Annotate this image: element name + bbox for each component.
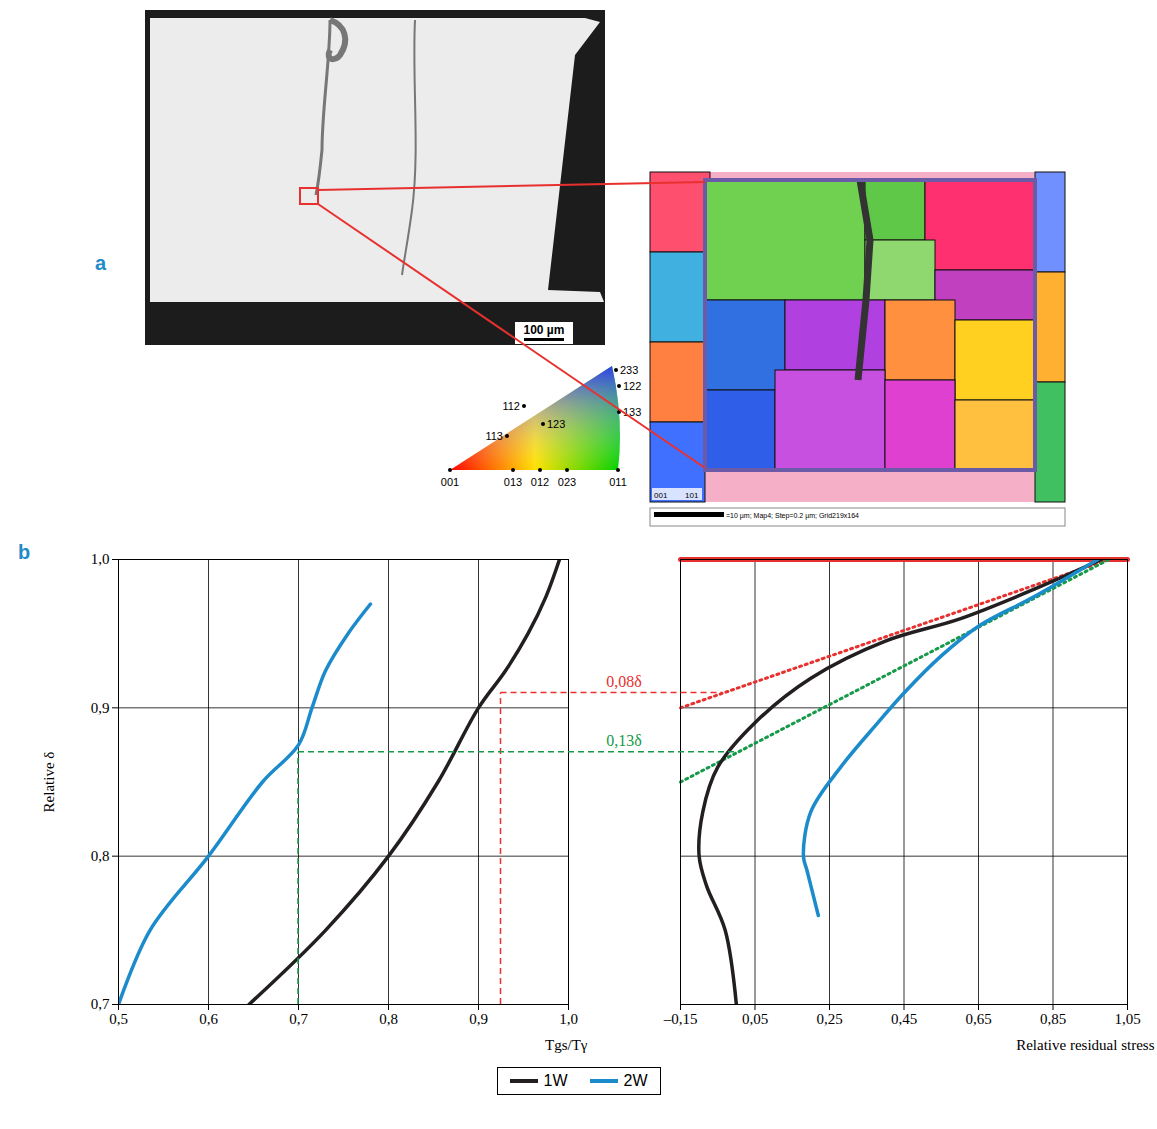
svg-text:0,8: 0,8	[379, 1011, 398, 1027]
html-text:2W: 2W	[623, 1072, 648, 1089]
svg-text:0,45: 0,45	[891, 1011, 917, 1027]
svg-text:a: a	[95, 252, 107, 274]
svg-text:1,0: 1,0	[91, 551, 110, 567]
svg-text:023: 023	[558, 476, 576, 488]
svg-text:0,6: 0,6	[199, 1011, 218, 1027]
svg-text:0,25: 0,25	[816, 1011, 842, 1027]
svg-text:0,05: 0,05	[742, 1011, 768, 1027]
svg-text:112: 112	[502, 400, 520, 412]
svg-text:Relative δ: Relative δ	[41, 752, 57, 813]
svg-text:Tgs/Tγ: Tgs/Tγ	[545, 1037, 588, 1053]
svg-text:100 µm: 100 µm	[524, 323, 565, 337]
svg-text:1,0: 1,0	[559, 1011, 578, 1027]
svg-text:0,08δ: 0,08δ	[606, 673, 642, 690]
svg-text:123: 123	[547, 418, 565, 430]
svg-text:0,8: 0,8	[91, 848, 110, 864]
html-text:b: b	[18, 541, 31, 563]
svg-text:0,5: 0,5	[109, 1011, 128, 1027]
html-text:1W: 1W	[543, 1072, 568, 1089]
svg-text:133: 133	[623, 406, 641, 418]
svg-text:101: 101	[685, 491, 699, 500]
svg-text:0,9: 0,9	[469, 1011, 488, 1027]
svg-text:113: 113	[485, 430, 503, 442]
svg-text:Relative residual stress: Relative residual stress	[1016, 1037, 1154, 1053]
svg-text:122: 122	[623, 380, 641, 392]
svg-text:0,85: 0,85	[1040, 1011, 1066, 1027]
svg-text:0,7: 0,7	[289, 1011, 308, 1027]
svg-text:001: 001	[441, 476, 459, 488]
svg-text:0,13δ: 0,13δ	[606, 732, 642, 749]
svg-text:001: 001	[654, 491, 668, 500]
svg-text:0,9: 0,9	[91, 700, 110, 716]
svg-text:0,7: 0,7	[91, 996, 110, 1012]
svg-text:233: 233	[620, 364, 638, 376]
svg-text:013: 013	[504, 476, 522, 488]
svg-text:=10 µm; Map4; Step=0.2 µm; Gri: =10 µm; Map4; Step=0.2 µm; Grid219x164	[726, 512, 859, 520]
svg-text:012: 012	[531, 476, 549, 488]
svg-text:–0,15: –0,15	[663, 1011, 698, 1027]
svg-text:0,65: 0,65	[965, 1011, 991, 1027]
svg-text:1,05: 1,05	[1114, 1011, 1140, 1027]
svg-text:011: 011	[609, 476, 627, 488]
